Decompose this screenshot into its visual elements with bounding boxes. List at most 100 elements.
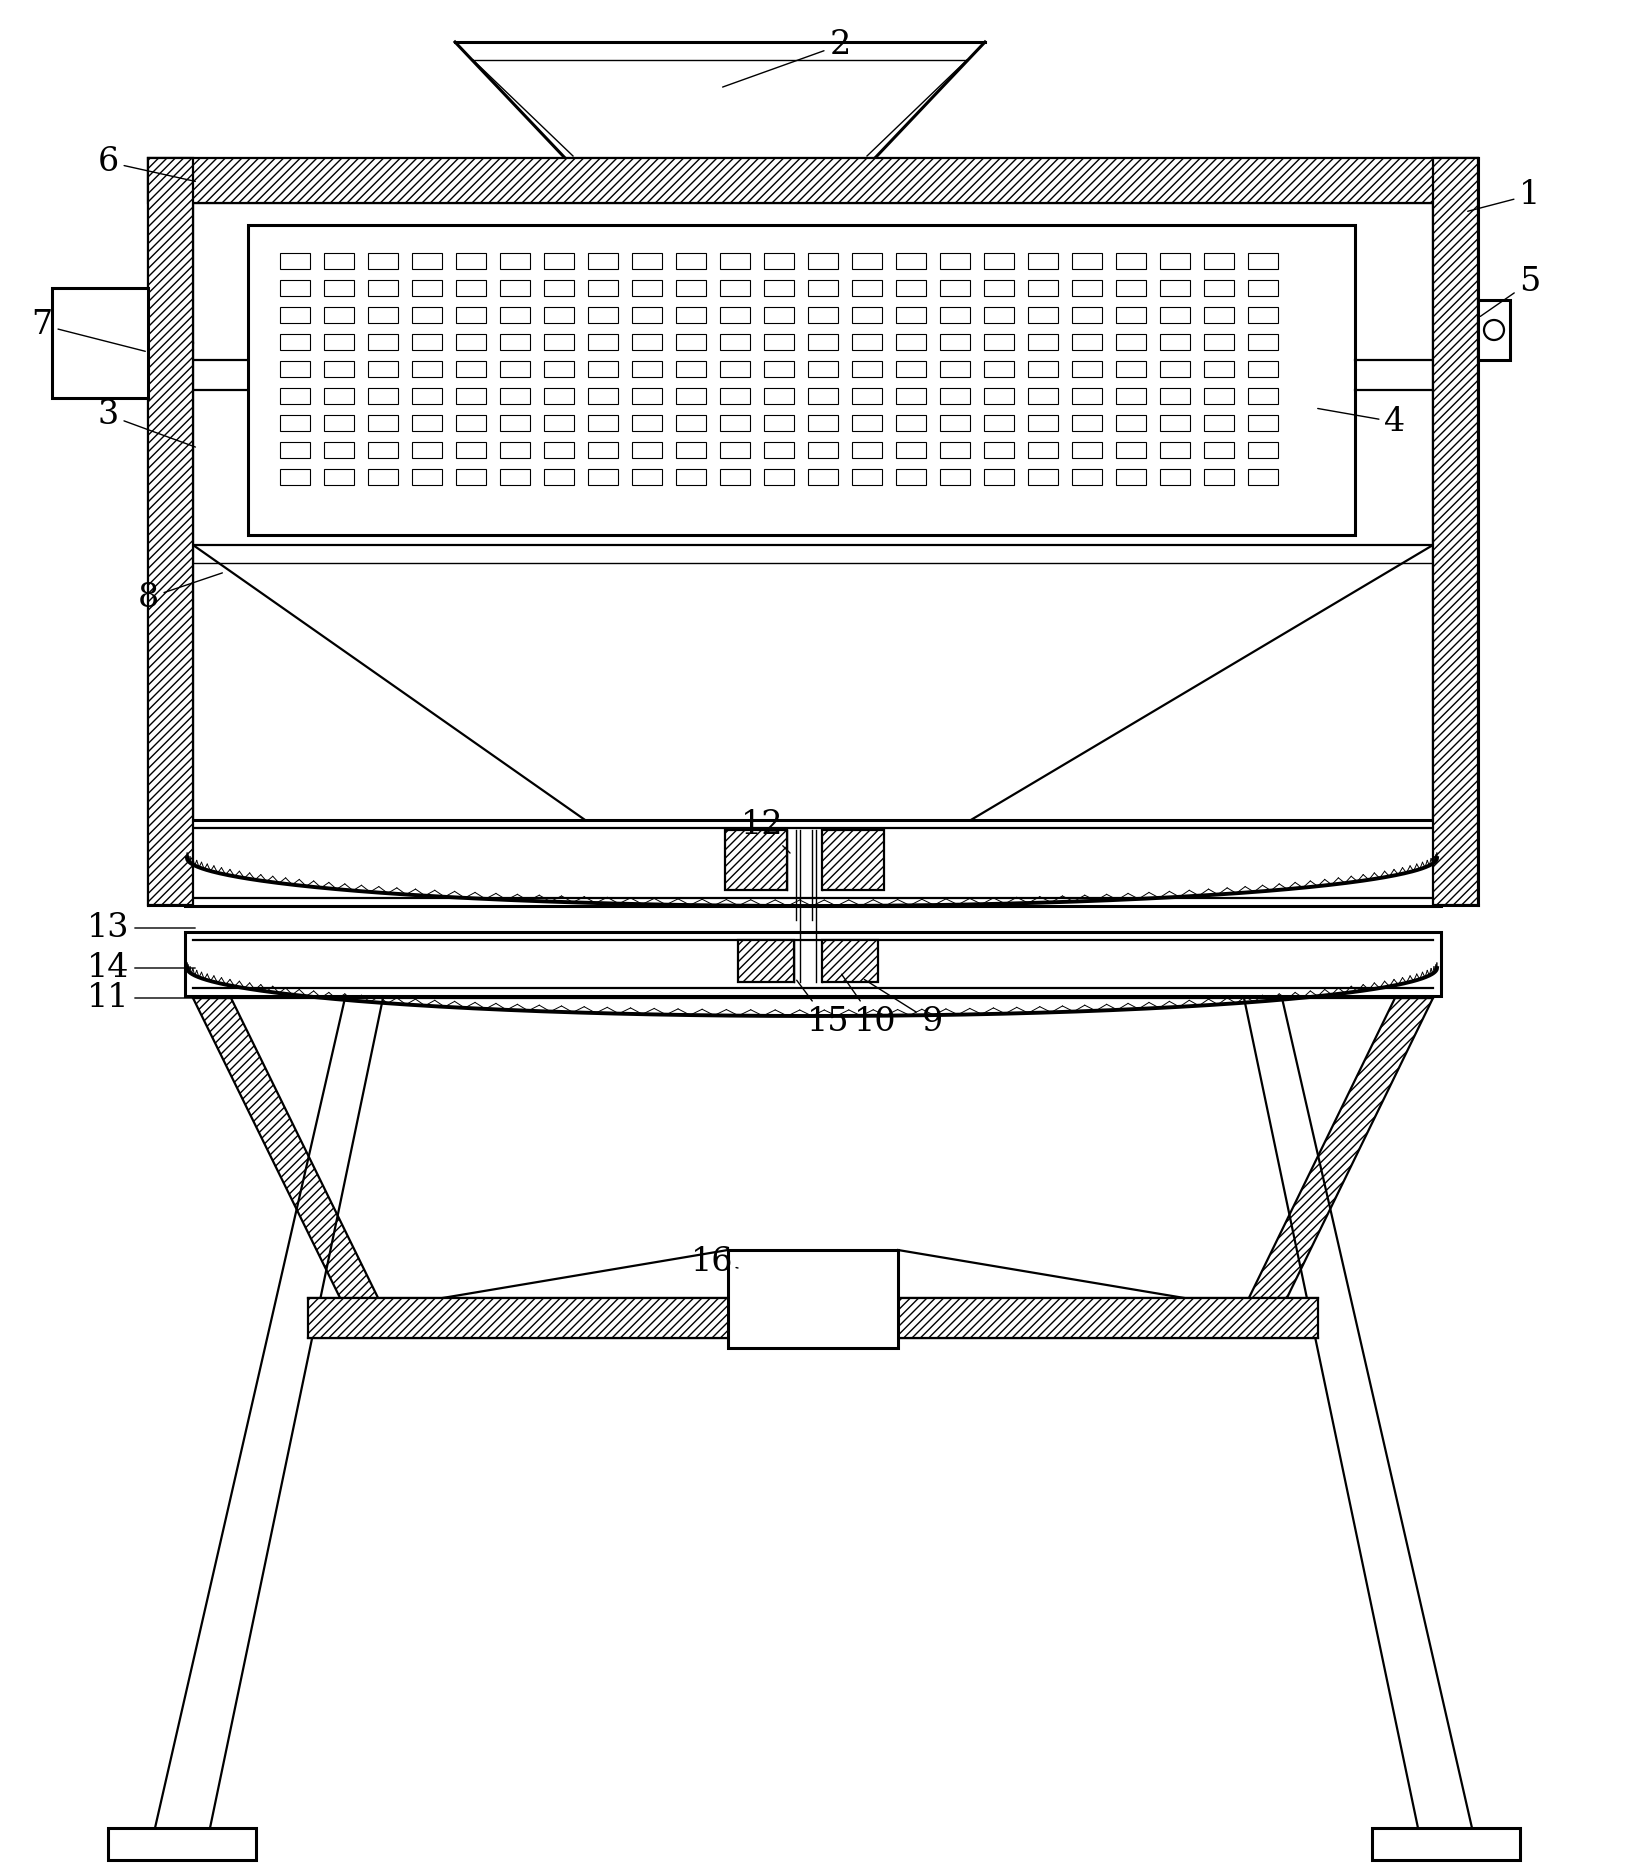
Bar	[1205, 441, 1234, 458]
Bar	[456, 441, 486, 458]
Bar	[1249, 307, 1278, 323]
Text: 6: 6	[98, 146, 196, 181]
Bar	[676, 415, 706, 432]
Bar	[544, 389, 574, 404]
Bar	[632, 361, 662, 378]
Text: 5: 5	[1480, 265, 1540, 316]
Bar	[544, 252, 574, 269]
Bar	[632, 280, 662, 295]
Bar	[456, 252, 486, 269]
Bar	[324, 335, 354, 350]
Bar	[412, 252, 442, 269]
Bar	[588, 469, 618, 484]
Bar	[544, 307, 574, 323]
Text: 9: 9	[864, 979, 942, 1037]
Bar	[412, 441, 442, 458]
Bar	[1073, 335, 1102, 350]
Bar	[852, 361, 882, 378]
Bar	[1161, 415, 1190, 432]
Bar	[1249, 280, 1278, 295]
Text: 1: 1	[1467, 179, 1540, 211]
Bar	[1161, 307, 1190, 323]
Text: 13: 13	[86, 912, 196, 944]
Bar	[632, 252, 662, 269]
Bar	[808, 441, 838, 458]
Bar	[108, 1828, 256, 1860]
Bar	[412, 307, 442, 323]
Bar	[985, 252, 1014, 269]
Bar	[1205, 415, 1234, 432]
Bar	[500, 441, 530, 458]
Bar	[1029, 415, 1058, 432]
Bar	[148, 159, 192, 905]
Bar	[985, 389, 1014, 404]
Bar	[676, 280, 706, 295]
Bar	[1161, 389, 1190, 404]
Bar	[720, 415, 750, 432]
Bar	[1249, 252, 1278, 269]
Bar	[764, 389, 794, 404]
Bar	[456, 361, 486, 378]
Bar	[941, 389, 970, 404]
Bar	[456, 389, 486, 404]
Bar	[1205, 280, 1234, 295]
Bar	[368, 441, 398, 458]
Bar	[985, 415, 1014, 432]
Bar	[720, 469, 750, 484]
Bar	[1117, 335, 1146, 350]
Bar	[985, 335, 1014, 350]
Bar	[1029, 252, 1058, 269]
Bar	[280, 335, 310, 350]
Bar	[720, 335, 750, 350]
Bar	[456, 307, 486, 323]
Bar	[544, 280, 574, 295]
Bar	[897, 280, 926, 295]
Bar	[1073, 252, 1102, 269]
Bar	[412, 335, 442, 350]
Bar	[308, 1297, 1319, 1338]
Bar	[280, 469, 310, 484]
Bar	[632, 335, 662, 350]
Bar	[941, 252, 970, 269]
Bar	[368, 469, 398, 484]
Bar	[985, 361, 1014, 378]
Bar	[544, 335, 574, 350]
Bar	[1073, 389, 1102, 404]
Bar	[500, 335, 530, 350]
Polygon shape	[192, 998, 383, 1308]
Bar	[544, 469, 574, 484]
Text: 11: 11	[86, 981, 196, 1015]
Bar	[897, 441, 926, 458]
Bar	[808, 252, 838, 269]
Bar	[1161, 469, 1190, 484]
Bar	[676, 252, 706, 269]
Bar	[588, 307, 618, 323]
Bar	[941, 361, 970, 378]
Bar	[456, 280, 486, 295]
Bar	[852, 389, 882, 404]
Bar	[676, 441, 706, 458]
Bar	[941, 307, 970, 323]
Bar	[808, 415, 838, 432]
Bar	[500, 389, 530, 404]
Bar	[1205, 389, 1234, 404]
Bar	[985, 307, 1014, 323]
Text: 12: 12	[740, 809, 791, 852]
Bar	[500, 280, 530, 295]
Bar	[544, 361, 574, 378]
Polygon shape	[1244, 998, 1433, 1308]
Bar	[720, 361, 750, 378]
Bar	[324, 389, 354, 404]
Bar	[676, 307, 706, 323]
Text: 10: 10	[841, 974, 897, 1037]
Bar	[1478, 301, 1509, 361]
Bar	[368, 335, 398, 350]
Bar	[148, 159, 1478, 204]
Bar	[368, 280, 398, 295]
Text: 7: 7	[31, 308, 145, 351]
Bar	[368, 389, 398, 404]
Bar	[1029, 335, 1058, 350]
Bar	[280, 415, 310, 432]
Bar	[764, 307, 794, 323]
Bar	[1073, 361, 1102, 378]
